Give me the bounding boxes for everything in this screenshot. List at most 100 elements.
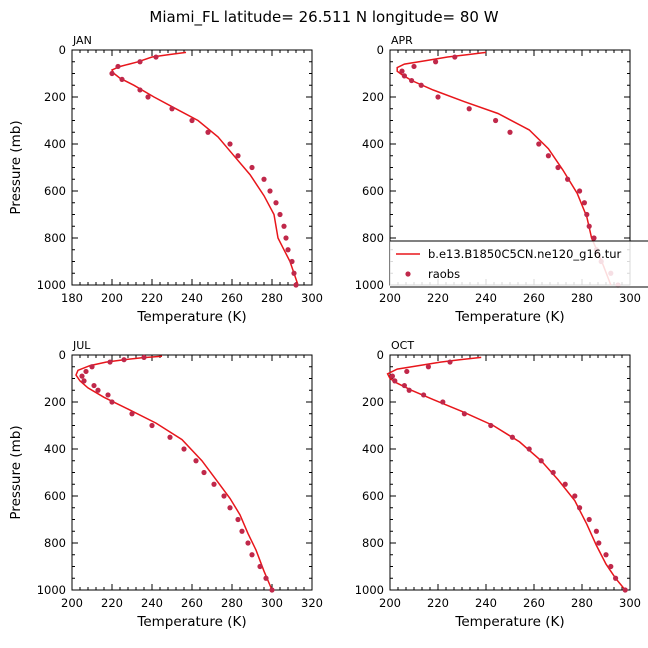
x-tick-label: 240 [475, 596, 497, 610]
y-tick-label: 200 [362, 90, 384, 104]
obs-point [507, 129, 513, 135]
obs-point [565, 176, 571, 182]
x-tick-label: 220 [427, 291, 449, 305]
x-tick-label: 240 [475, 291, 497, 305]
obs-point [283, 235, 289, 241]
panel-label: JUL [72, 339, 91, 352]
obs-point [425, 364, 431, 370]
y-tick-label: 1000 [37, 583, 66, 597]
obs-point [488, 422, 494, 429]
obs-point [249, 552, 255, 558]
y-tick-label: 400 [362, 442, 384, 456]
x-tick-label: 200 [61, 596, 83, 610]
model-line [386, 356, 626, 591]
obs-point [193, 458, 199, 464]
y-tick-label: 0 [59, 348, 66, 362]
legend-dot-swatch [405, 271, 411, 277]
x-tick-label: 300 [261, 596, 283, 610]
obs-point [261, 176, 267, 182]
obs-point [89, 364, 95, 370]
obs-point [461, 411, 467, 417]
obs-point [277, 211, 283, 218]
model-line [110, 51, 299, 286]
obs-point [273, 200, 279, 206]
obs-point [613, 575, 619, 581]
y-tick-label: 200 [362, 395, 384, 409]
obs-point [79, 373, 85, 379]
y-tick-label: 600 [362, 184, 384, 198]
obs-point [440, 399, 446, 405]
obs-point [137, 59, 143, 65]
obs-point [129, 411, 135, 417]
y-tick-label: 0 [377, 43, 384, 57]
x-axis-label: Temperature (K) [454, 309, 564, 325]
obs-point [404, 368, 410, 375]
y-tick-label: 600 [44, 489, 66, 503]
x-tick-label: 280 [261, 291, 283, 305]
y-tick-label: 1000 [355, 278, 384, 292]
obs-point [392, 378, 398, 384]
x-axis-label: Temperature (K) [136, 309, 246, 325]
legend-obs-label: raobs [428, 267, 460, 281]
obs-point [536, 141, 542, 147]
obs-point [227, 141, 233, 147]
obs-point [169, 106, 175, 112]
obs-point [91, 382, 97, 389]
obs-point [584, 211, 590, 218]
y-tick-label: 0 [59, 43, 66, 57]
y-tick-label: 1000 [37, 278, 66, 292]
y-tick-label: 200 [44, 90, 66, 104]
obs-point [141, 354, 147, 360]
obs-point [509, 434, 515, 440]
obs-point [83, 368, 89, 375]
y-tick-label: 400 [44, 137, 66, 151]
x-tick-label: 280 [571, 596, 593, 610]
x-axis-label: Temperature (K) [136, 614, 246, 630]
obs-point [411, 63, 417, 70]
x-tick-label: 220 [141, 291, 163, 305]
obs-point [153, 54, 159, 60]
obs-point [581, 200, 588, 206]
obs-point [109, 399, 115, 405]
obs-point [401, 73, 407, 79]
chart-panel-jul: 200 220 240 260 280 300 320 0 200 400 600 800 1000 JU… [8, 339, 323, 630]
obs-point [447, 359, 453, 365]
obs-point [245, 540, 251, 546]
chart-panel-oct: 200 220 240 260 280 300 0 200 400 600 800 1000 OCT Te… [355, 339, 641, 630]
obs-point [562, 481, 568, 487]
panels: 180 200 220 240 260 280 300 0 200 400 600 800 1000 JA… [8, 34, 648, 630]
x-tick-label: 300 [619, 596, 641, 610]
obs-point [235, 153, 241, 159]
obs-point [435, 94, 441, 100]
obs-point [115, 63, 121, 70]
chart-panel-jan: 180 200 220 240 260 280 300 0 200 400 600 800 1000 JA… [8, 34, 323, 325]
obs-point [591, 235, 597, 241]
obs-point [235, 516, 241, 523]
y-tick-label: 400 [362, 137, 384, 151]
obs-point [281, 223, 287, 229]
obs-point [493, 117, 499, 124]
obs-point [603, 552, 609, 558]
obs-point [221, 493, 227, 499]
page-title: Miami_FL latitude= 26.511 N longitude= 8… [149, 8, 498, 27]
obs-point [167, 434, 173, 440]
obs-point [257, 563, 263, 570]
model-line [396, 51, 612, 286]
obs-point [285, 247, 291, 253]
obs-point [622, 587, 628, 593]
plot-frame [71, 354, 313, 591]
obs-point [239, 528, 245, 534]
x-tick-label: 260 [221, 291, 243, 305]
x-tick-label: 240 [181, 291, 203, 305]
obs-point [433, 59, 439, 65]
obs-point [406, 387, 412, 393]
obs-point [263, 575, 269, 581]
obs-point [538, 458, 544, 464]
obs-point [149, 422, 155, 429]
obs-point [452, 54, 458, 60]
obs-point [267, 188, 273, 194]
obs-point [466, 106, 472, 112]
obs-point [145, 94, 151, 100]
panel-label: APR [391, 34, 413, 47]
